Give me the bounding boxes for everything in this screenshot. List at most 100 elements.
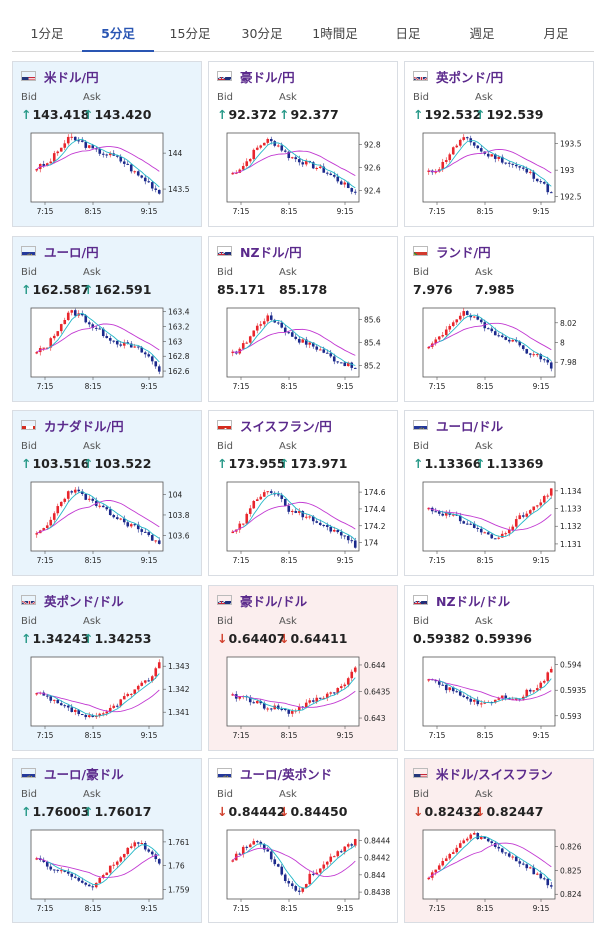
card-title[interactable]: NZドル/円	[217, 243, 302, 260]
currency-pair-link[interactable]: ユーロ/豪ドル	[44, 766, 124, 782]
currency-pair-link[interactable]: スイスフラン/円	[240, 418, 332, 434]
candle-body	[283, 709, 287, 711]
rate-card[interactable]: ユーロ/英ポンド Bid Ask ↓0.84442 ↓0.84450 0.8444 0.84…	[208, 758, 398, 923]
x-tick-label: 8:15	[477, 904, 494, 913]
card-title[interactable]: ランド/円	[413, 243, 491, 260]
chart-container[interactable]: 0.8444 0.8442 0.844 0.8438 7:15 8:15 9:15	[217, 829, 392, 914]
chart-container[interactable]: 1.761 1.76 1.759 7:15 8:15 9:15	[21, 829, 196, 914]
tab-7[interactable]: 週足	[469, 26, 495, 41]
rate-card[interactable]: ランド/円 Bid Ask 7.976 7.985 8.02 8 7.98 7:15 8:15 9:…	[404, 236, 594, 402]
card-title[interactable]: カナダドル/円	[21, 417, 124, 434]
rate-card[interactable]: ユーロ/ドル Bid Ask ↑1.13366 ↑1.13369 1.134 1.133 1.…	[404, 410, 594, 576]
currency-pair-link[interactable]: NZドル/円	[240, 244, 302, 260]
chart-container[interactable]: 92.8 92.6 92.4 7:15 8:15 9:15	[217, 132, 392, 217]
card-title[interactable]: ユーロ/豪ドル	[21, 765, 124, 782]
chart-container[interactable]: 0.594 0.5935 0.593 7:15 8:15 9:15	[413, 656, 588, 741]
tab-3[interactable]: 15分足	[169, 26, 211, 41]
chart-container[interactable]: 1.134 1.133 1.132 1.131 7:15 8:15 9:15	[413, 481, 588, 566]
tab-4[interactable]: 30分足	[241, 26, 283, 41]
chart-container[interactable]: 104 103.8 103.6 7:15 8:15 9:15	[21, 481, 196, 566]
candle-body	[122, 853, 126, 858]
rate-card[interactable]: NZドル/円 Bid Ask 85.171 85.178 85.6 85.4 85.2 7:15…	[208, 236, 398, 402]
tab-1[interactable]: 1分足	[30, 26, 64, 41]
card-title[interactable]: 豪ドル/ドル	[217, 592, 308, 609]
tab-5[interactable]: 1時間足	[312, 26, 358, 41]
rate-card[interactable]: 英ポンド/ドル Bid Ask ↑1.34243 ↑1.34253 1.343 1.342 1…	[12, 585, 202, 751]
candle-body	[539, 682, 543, 689]
x-tick-label: 9:15	[141, 556, 158, 565]
candle-body	[539, 181, 543, 183]
bid-value: ↓0.64407	[217, 631, 285, 646]
candle-body	[297, 706, 301, 711]
x-tick-label: 7:15	[429, 556, 446, 565]
candle-body	[140, 175, 144, 178]
chart-container[interactable]: 0.826 0.825 0.824 7:15 8:15 9:15	[413, 829, 588, 914]
candle-body	[248, 158, 252, 162]
rate-card[interactable]: NZドル/ドル Bid Ask 0.59382 0.59396 0.594 0.5935 0.…	[404, 585, 594, 751]
card-title[interactable]: 米ドル/スイスフラン	[413, 765, 553, 782]
ask-price: 7.985	[475, 282, 515, 297]
chart-container[interactable]: 0.644 0.6435 0.643 7:15 8:15 9:15	[217, 656, 392, 741]
candle-body	[490, 328, 494, 332]
rate-card[interactable]: ユーロ/豪ドル Bid Ask ↑1.76003 ↑1.76017 1.761 1.76 1.…	[12, 758, 202, 923]
tab-2[interactable]: 5分足	[82, 18, 154, 52]
bid-value: ↑162.587	[21, 282, 89, 297]
card-title[interactable]: ユーロ/英ポンド	[217, 765, 333, 782]
chart-container[interactable]: 174.6 174.4 174.2 174 7:15 8:15 9:15	[217, 481, 392, 566]
chart-container[interactable]: 193.5 193 192.5 7:15 8:15 9:15	[413, 132, 588, 217]
currency-pair-link[interactable]: ユーロ/ドル	[436, 418, 504, 434]
card-title[interactable]: ユーロ/円	[21, 243, 99, 260]
candle-body	[122, 161, 126, 164]
card-title[interactable]: 豪ドル/円	[217, 68, 295, 85]
currency-pair-link[interactable]: NZドル/ドル	[436, 593, 511, 609]
currency-pair-link[interactable]: ユーロ/英ポンド	[240, 766, 333, 782]
rate-card[interactable]: スイスフラン/円 Bid Ask ↑173.955 ↑173.971 174.6 174.4…	[208, 410, 398, 576]
candle-body	[497, 156, 501, 159]
y-tick-label: 0.594	[560, 661, 582, 670]
candle-body	[483, 702, 487, 704]
card-title[interactable]: 米ドル/円	[21, 68, 99, 85]
currency-pair-link[interactable]: 米ドル/円	[44, 69, 99, 85]
currency-pair-link[interactable]: ランド/円	[436, 244, 491, 260]
candle-body	[507, 853, 511, 857]
price-chart: 193.5 193 192.5 7:15 8:15 9:15	[422, 132, 582, 216]
rate-card[interactable]: ユーロ/円 Bid Ask ↑162.587 ↑162.591 163.4 163.2 163…	[12, 236, 202, 402]
tab-6[interactable]: 日足	[395, 26, 421, 41]
rate-card[interactable]: 米ドル/スイスフラン Bid Ask ↓0.82432 ↓0.82447 0.826 0.8…	[404, 758, 594, 923]
chart-container[interactable]: 85.6 85.4 85.2 7:15 8:15 9:15	[217, 307, 392, 392]
candle-body	[231, 172, 235, 175]
currency-pair-link[interactable]: 豪ドル/円	[240, 69, 295, 85]
rate-card[interactable]: 英ポンド/円 Bid Ask ↑192.532 ↑192.539 193.5 193 192.…	[404, 61, 594, 227]
y-tick-label: 163.4	[168, 308, 190, 317]
candle-body	[311, 516, 315, 522]
card-title[interactable]: ユーロ/ドル	[413, 417, 504, 434]
candle-body	[511, 856, 515, 858]
chart-container[interactable]: 163.4 163.2 163 162.8 162.6 7:15 8:15 9:15	[21, 307, 196, 392]
candle-body	[105, 507, 109, 510]
rate-card[interactable]: 豪ドル/ドル Bid Ask ↓0.64407 ↓0.64411 0.644 0.6435 0…	[208, 585, 398, 751]
candle-body	[133, 171, 137, 173]
candle-body	[269, 708, 273, 710]
card-title[interactable]: 英ポンド/ドル	[21, 592, 124, 609]
rate-card[interactable]: カナダドル/円 Bid Ask ↑103.516 ↑103.522 104 103.8 103…	[12, 410, 202, 576]
currency-pair-link[interactable]: 英ポンド/ドル	[44, 593, 124, 609]
candle-body	[441, 860, 445, 866]
currency-pair-link[interactable]: 英ポンド/円	[436, 69, 504, 85]
currency-pair-link[interactable]: ユーロ/円	[44, 244, 99, 260]
rate-card[interactable]: 米ドル/円 Bid Ask ↑143.418 ↑143.420 144 143.5 7:15 8…	[12, 61, 202, 227]
currency-pair-link[interactable]: 豪ドル/ドル	[240, 593, 308, 609]
rate-card[interactable]: 豪ドル/円 Bid Ask ↑92.372 ↑92.377 92.8 92.6 92.4 7:1…	[208, 61, 398, 227]
tab-8[interactable]: 月足	[543, 26, 569, 41]
candle-body	[434, 171, 438, 173]
card-title[interactable]: スイスフラン/円	[217, 417, 332, 434]
candle-body	[143, 843, 147, 850]
chart-container[interactable]: 1.343 1.342 1.341 7:15 8:15 9:15	[21, 656, 196, 741]
card-title[interactable]: NZドル/ドル	[413, 592, 511, 609]
candle-body	[525, 349, 529, 354]
chart-container[interactable]: 144 143.5 7:15 8:15 9:15	[21, 132, 196, 217]
currency-pair-link[interactable]: カナダドル/円	[44, 418, 124, 434]
currency-pair-link[interactable]: 米ドル/スイスフラン	[436, 766, 553, 782]
card-title[interactable]: 英ポンド/円	[413, 68, 504, 85]
chart-container[interactable]: 8.02 8 7.98 7:15 8:15 9:15	[413, 307, 588, 392]
candle-body	[504, 533, 508, 535]
